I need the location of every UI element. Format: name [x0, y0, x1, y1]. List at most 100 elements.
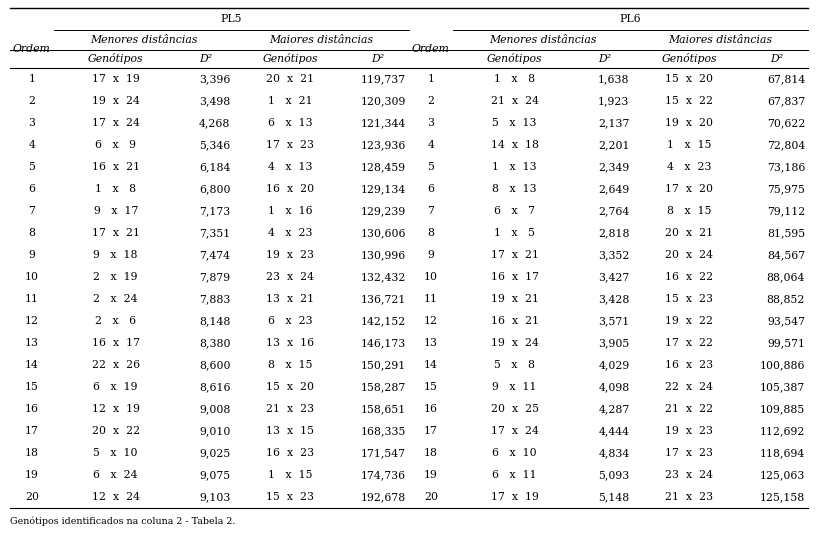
- Text: 3: 3: [29, 118, 35, 128]
- Text: 19  x  22: 19 x 22: [665, 316, 713, 326]
- Text: 17  x  23: 17 x 23: [665, 448, 713, 458]
- Text: Genótipos: Genótipos: [487, 54, 543, 64]
- Text: 5,346: 5,346: [199, 140, 230, 150]
- Text: 1,638: 1,638: [598, 74, 629, 84]
- Text: 8,616: 8,616: [199, 382, 230, 392]
- Text: 99,571: 99,571: [767, 338, 805, 348]
- Text: 15  x  20: 15 x 20: [266, 382, 314, 392]
- Text: Menores distâncias: Menores distâncias: [489, 35, 596, 45]
- Text: 16: 16: [424, 404, 438, 414]
- Text: 10: 10: [25, 272, 39, 282]
- Text: 3,428: 3,428: [598, 294, 629, 304]
- Text: 16  x  20: 16 x 20: [266, 184, 314, 194]
- Text: 4   x  23: 4 x 23: [667, 162, 712, 172]
- Text: D²: D²: [598, 54, 611, 64]
- Text: 2,764: 2,764: [598, 206, 629, 216]
- Text: 23  x  24: 23 x 24: [665, 470, 713, 480]
- Text: 13: 13: [424, 338, 438, 348]
- Text: 6   x  19: 6 x 19: [94, 382, 138, 392]
- Text: 8: 8: [428, 228, 434, 238]
- Text: 19  x  21: 19 x 21: [490, 294, 539, 304]
- Text: 12: 12: [424, 316, 438, 326]
- Text: 100,886: 100,886: [760, 360, 805, 370]
- Text: 16  x  21: 16 x 21: [490, 316, 539, 326]
- Text: 1   x   8: 1 x 8: [494, 74, 535, 84]
- Text: 17  x  21: 17 x 21: [91, 228, 140, 238]
- Text: 112,692: 112,692: [760, 426, 805, 436]
- Text: 9   x  18: 9 x 18: [94, 250, 138, 260]
- Text: 136,721: 136,721: [361, 294, 406, 304]
- Text: 6   x   7: 6 x 7: [494, 206, 535, 216]
- Text: Genótipos: Genótipos: [88, 54, 144, 64]
- Text: 7,351: 7,351: [199, 228, 230, 238]
- Text: 6   x  10: 6 x 10: [492, 448, 537, 458]
- Text: 19  x  24: 19 x 24: [91, 96, 140, 106]
- Text: 1   x  15: 1 x 15: [268, 470, 313, 480]
- Text: 21  x  22: 21 x 22: [665, 404, 713, 414]
- Text: 1   x  15: 1 x 15: [667, 140, 712, 150]
- Text: 16  x  22: 16 x 22: [665, 272, 713, 282]
- Text: 9,010: 9,010: [199, 426, 230, 436]
- Text: 9: 9: [29, 250, 35, 260]
- Text: 9,025: 9,025: [199, 448, 230, 458]
- Text: 5: 5: [428, 162, 434, 172]
- Text: 16  x  17: 16 x 17: [490, 272, 539, 282]
- Text: 6: 6: [29, 184, 35, 194]
- Text: 10: 10: [424, 272, 438, 282]
- Text: 67,814: 67,814: [767, 74, 805, 84]
- Text: 12  x  19: 12 x 19: [91, 404, 140, 414]
- Text: 125,158: 125,158: [760, 492, 805, 502]
- Text: 1   x  21: 1 x 21: [268, 96, 313, 106]
- Text: 73,186: 73,186: [766, 162, 805, 172]
- Text: 2,137: 2,137: [598, 118, 629, 128]
- Text: 118,694: 118,694: [760, 448, 805, 458]
- Text: 13  x  16: 13 x 16: [266, 338, 314, 348]
- Text: PL6: PL6: [619, 14, 641, 24]
- Text: 2   x  19: 2 x 19: [94, 272, 138, 282]
- Text: 130,996: 130,996: [361, 250, 406, 260]
- Text: 17  x  24: 17 x 24: [490, 426, 539, 436]
- Text: 4,834: 4,834: [598, 448, 629, 458]
- Text: 88,852: 88,852: [766, 294, 805, 304]
- Text: 17: 17: [25, 426, 39, 436]
- Text: 67,837: 67,837: [767, 96, 805, 106]
- Text: 23  x  24: 23 x 24: [266, 272, 314, 282]
- Text: 22  x  26: 22 x 26: [91, 360, 140, 370]
- Text: 129,134: 129,134: [361, 184, 406, 194]
- Text: 19: 19: [424, 470, 438, 480]
- Text: 17  x  19: 17 x 19: [490, 492, 539, 502]
- Text: 81,595: 81,595: [767, 228, 805, 238]
- Text: 8   x  15: 8 x 15: [268, 360, 313, 370]
- Text: 5   x  10: 5 x 10: [94, 448, 138, 458]
- Text: 5   x   8: 5 x 8: [494, 360, 535, 370]
- Text: 4,287: 4,287: [598, 404, 629, 414]
- Text: 16  x  21: 16 x 21: [91, 162, 140, 172]
- Text: D²: D²: [770, 54, 783, 64]
- Text: 7,879: 7,879: [199, 272, 230, 282]
- Text: 18: 18: [424, 448, 438, 458]
- Text: 17  x  21: 17 x 21: [490, 250, 539, 260]
- Text: 14: 14: [424, 360, 438, 370]
- Text: 6   x  24: 6 x 24: [94, 470, 138, 480]
- Text: 19  x  24: 19 x 24: [490, 338, 539, 348]
- Text: 125,063: 125,063: [760, 470, 805, 480]
- Text: 16  x  23: 16 x 23: [665, 360, 713, 370]
- Text: 2,818: 2,818: [598, 228, 629, 238]
- Text: 15  x  20: 15 x 20: [665, 74, 713, 84]
- Text: 17  x  19: 17 x 19: [91, 74, 140, 84]
- Text: 21  x  23: 21 x 23: [266, 404, 314, 414]
- Text: 14: 14: [25, 360, 39, 370]
- Text: 22  x  24: 22 x 24: [665, 382, 713, 392]
- Text: 9   x  17: 9 x 17: [94, 206, 138, 216]
- Text: 8   x  15: 8 x 15: [667, 206, 712, 216]
- Text: Maiores distâncias: Maiores distâncias: [269, 35, 373, 45]
- Text: 4,268: 4,268: [199, 118, 230, 128]
- Text: 174,736: 174,736: [361, 470, 406, 480]
- Text: 8,380: 8,380: [199, 338, 230, 348]
- Text: 109,885: 109,885: [760, 404, 805, 414]
- Text: 2,349: 2,349: [598, 162, 629, 172]
- Text: 19: 19: [25, 470, 39, 480]
- Text: 3,352: 3,352: [598, 250, 629, 260]
- Text: 8   x  13: 8 x 13: [492, 184, 537, 194]
- Text: 5   x  13: 5 x 13: [493, 118, 537, 128]
